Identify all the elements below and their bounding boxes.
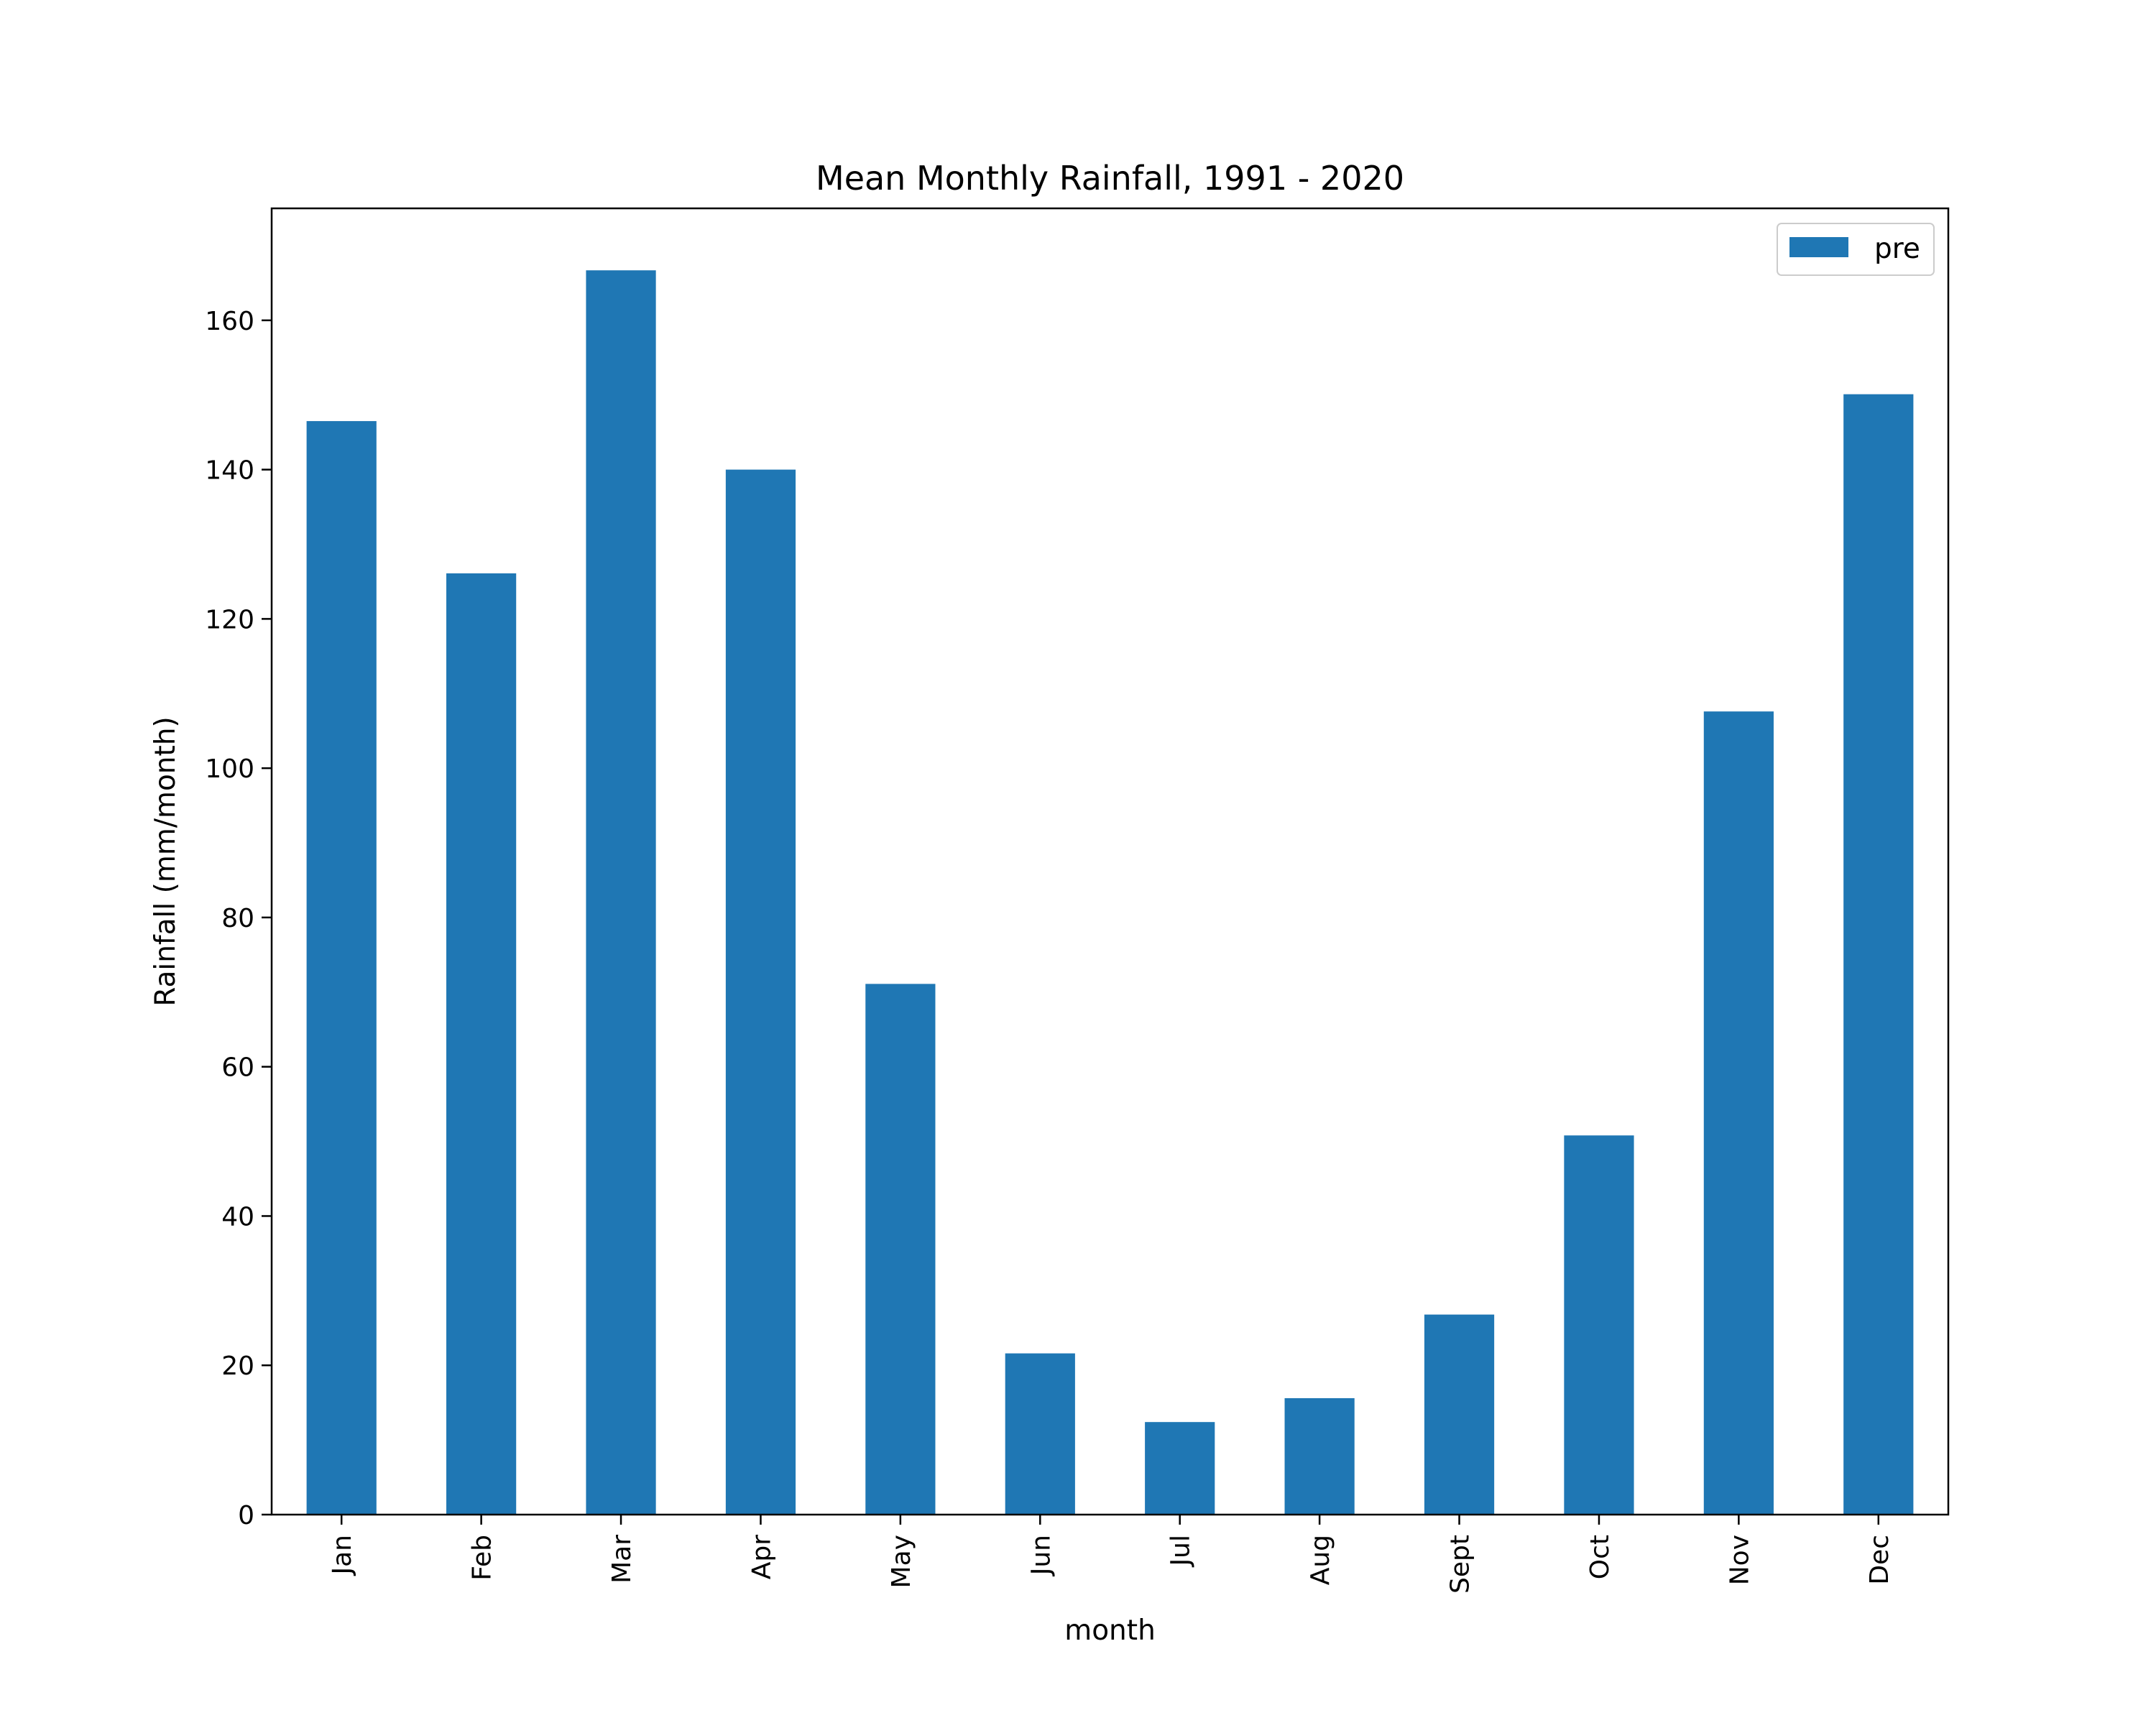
x-tick-label: Apr [747,1535,776,1579]
y-tick-label: 80 [221,904,254,933]
y-axis: 0 20 40 60 80 100 120 140 160 [205,307,272,1530]
x-tick-label: Jul [1166,1535,1196,1567]
y-tick-label: 60 [221,1053,254,1083]
bar-nov [1703,711,1774,1515]
bars-group [306,270,1914,1515]
bar-dec [1843,394,1914,1515]
y-tick-label: 0 [238,1501,254,1530]
y-tick-label: 160 [205,307,254,336]
x-tick-label: Feb [468,1535,497,1581]
x-tick-label: Aug [1306,1535,1335,1585]
x-tick-label: Jan [328,1535,357,1576]
y-axis-title: Rainfall (mm/month) [149,716,182,1007]
x-axis-title: month [1064,1614,1156,1647]
y-tick-label: 20 [221,1352,254,1381]
chart-title: Mean Monthly Rainfall, 1991 - 2020 [816,159,1404,198]
x-tick-label: Sept [1446,1535,1475,1594]
bar-aug [1284,1397,1355,1515]
legend: pre [1777,223,1935,276]
x-axis: Jan Feb Mar Apr May Jun Jul Aug Sept Oct Nov Dec [328,1515,1894,1594]
y-tick-label: 100 [205,754,254,784]
legend-label: pre [1874,233,1920,265]
bar-feb [446,573,517,1515]
legend-box [1777,223,1935,276]
bar-mar [586,270,656,1515]
x-tick-label: Dec [1865,1535,1894,1585]
bar-jun [1005,1353,1075,1515]
bar-may [865,984,936,1515]
bar-sept [1424,1314,1495,1515]
x-tick-label: May [887,1535,916,1588]
x-tick-label: Oct [1585,1535,1615,1579]
legend-swatch [1789,237,1848,257]
bar-jul [1145,1422,1215,1515]
bar-apr [725,469,796,1515]
y-tick-label: 120 [205,605,254,634]
x-tick-label: Jun [1026,1535,1056,1576]
y-tick-label: 140 [205,456,254,486]
bar-jan [306,421,377,1515]
x-tick-label: Nov [1725,1535,1754,1585]
plot-frame [270,207,1950,1516]
x-tick-label: Mar [607,1535,637,1584]
y-tick-label: 40 [221,1202,254,1232]
bar-oct [1564,1135,1634,1515]
